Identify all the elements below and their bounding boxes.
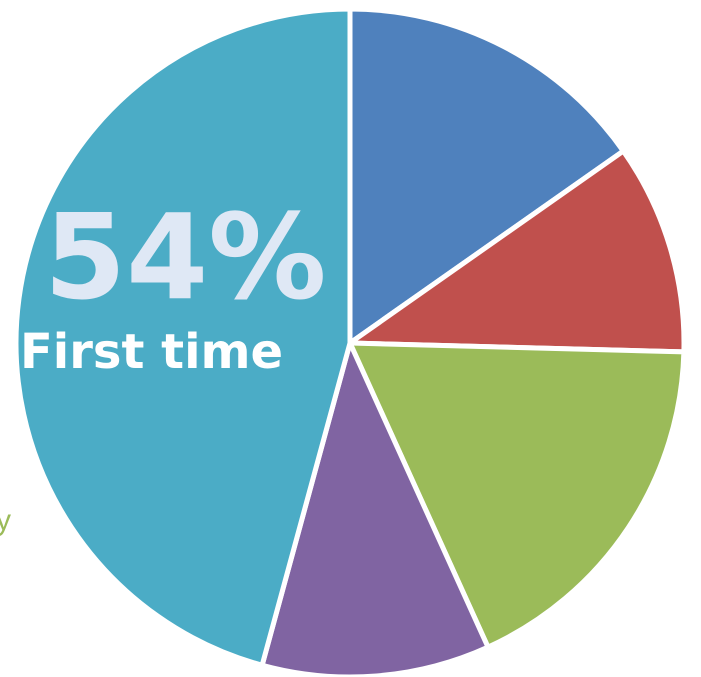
pie-annotation-percent: 54% [44,188,326,326]
pie-slice-2 [347,148,687,355]
pie-annotation-caption: First time [20,324,283,380]
pie-slice-4 [259,340,491,677]
pie-slices [13,6,687,677]
left-edge-text-fragment: y [0,504,11,537]
pie-slice-5 [13,6,353,668]
pie-slice-1 [347,6,626,346]
pie-slice-3 [347,340,687,650]
